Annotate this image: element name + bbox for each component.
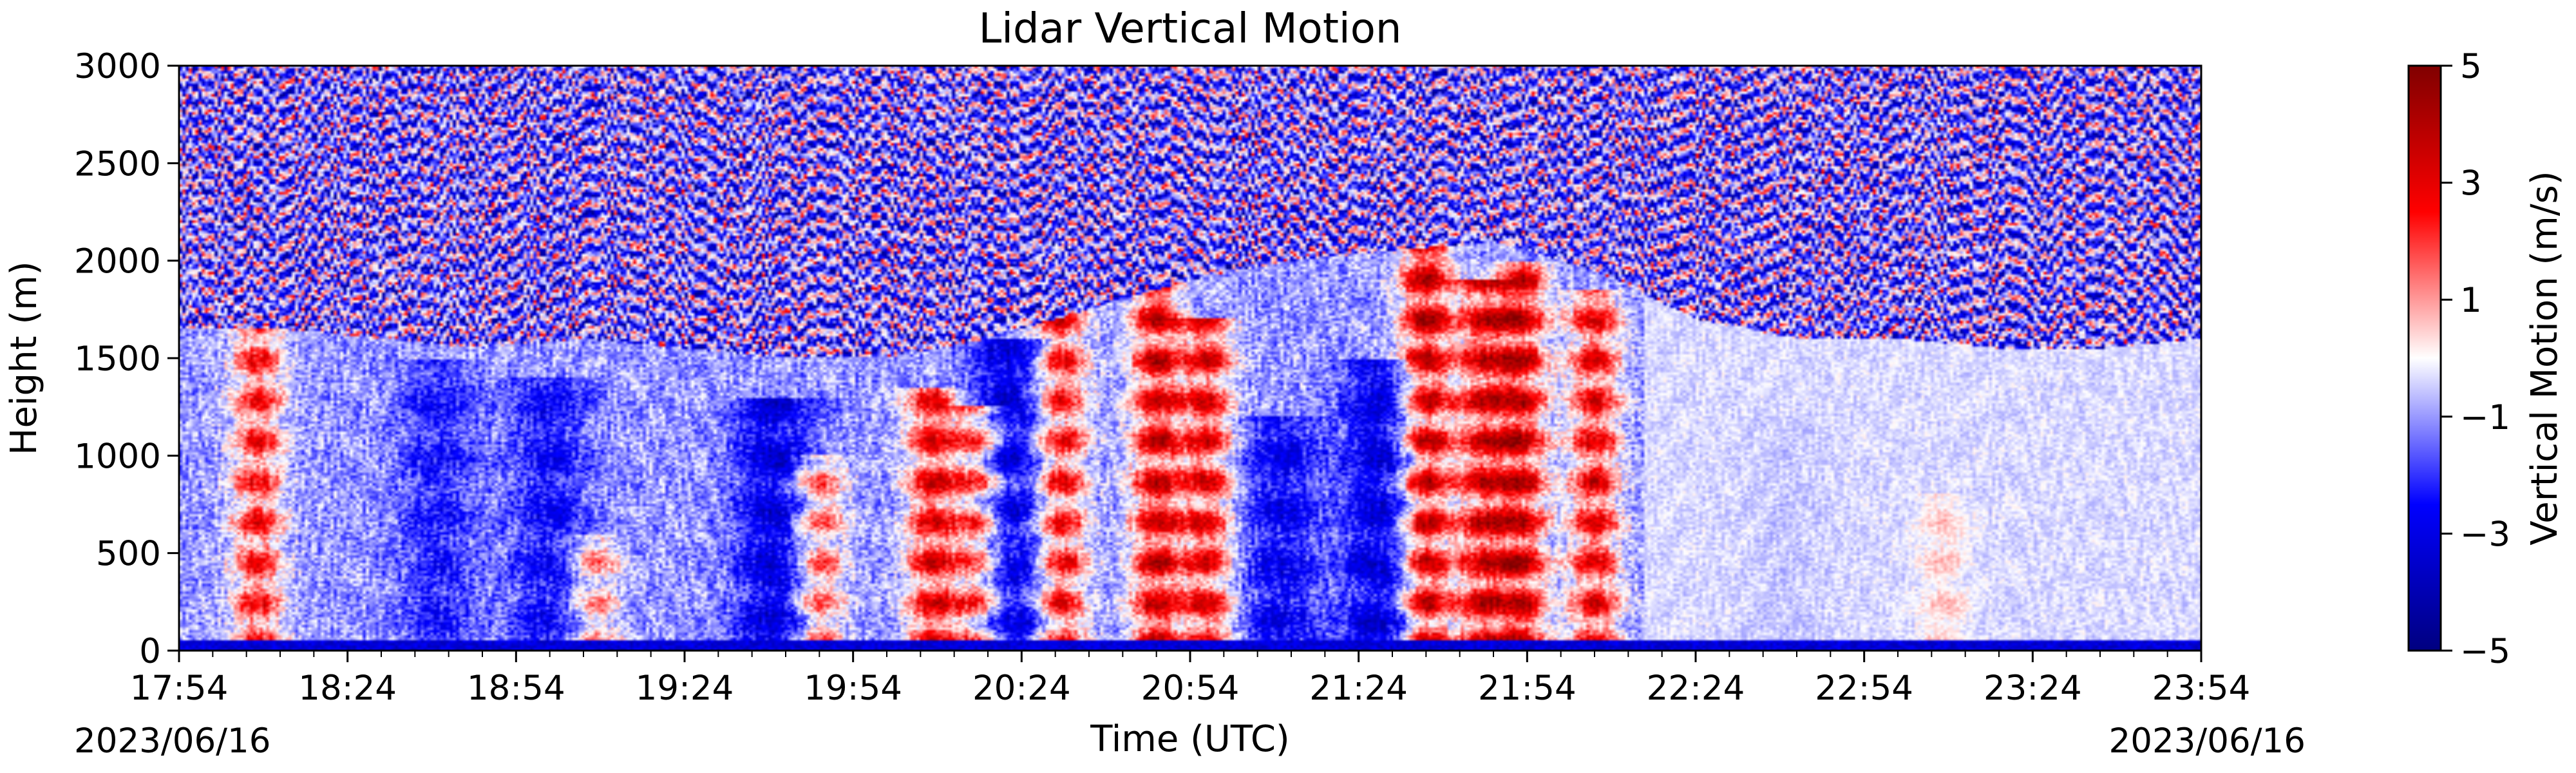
y-axis-label: Height (m) xyxy=(3,261,45,455)
x-tick-label: 21:54 xyxy=(1478,669,1577,708)
x-tick-label: 19:24 xyxy=(636,669,734,708)
x-axis-label: Time (UTC) xyxy=(1090,718,1290,760)
x-axis: 17:54 18:24 18:54 19:24 19:54 20:24 20:54 21:24… xyxy=(130,651,2251,708)
colorbar-tick-label: −1 xyxy=(2460,398,2510,437)
colorbar-tick-label: 3 xyxy=(2460,164,2482,204)
y-axis: 0 500 1000 1500 2000 2500 3000 xyxy=(74,47,179,671)
colorbar-tick-label: −3 xyxy=(2460,515,2510,554)
heatmap-area xyxy=(179,66,2201,651)
x-tick-label: 18:24 xyxy=(298,669,397,708)
colorbar-tick-label: 5 xyxy=(2460,47,2482,86)
y-tick-label: 3000 xyxy=(74,47,161,86)
x-tick-label: 22:54 xyxy=(1815,669,1913,708)
x-tick-label: 20:24 xyxy=(972,669,1071,708)
y-tick-label: 2000 xyxy=(74,242,161,282)
heatmap-image xyxy=(179,66,2201,651)
x-tick-label: 18:54 xyxy=(467,669,565,708)
colorbar-tick-label: −5 xyxy=(2460,632,2510,671)
colorbar xyxy=(2407,64,2442,652)
x-tick-label: 19:54 xyxy=(804,669,902,708)
x-tick-label: 21:24 xyxy=(1309,669,1408,708)
colorbar-tick-label: 1 xyxy=(2460,281,2482,320)
y-tick-label: 1500 xyxy=(74,339,161,379)
chart-title: Lidar Vertical Motion xyxy=(979,5,1402,53)
y-tick-label: 2500 xyxy=(74,144,161,184)
y-tick-label: 1000 xyxy=(74,437,161,476)
x-tick-label: 20:54 xyxy=(1141,669,1240,708)
date-end-label: 2023/06/16 xyxy=(2109,721,2306,761)
x-tick-label: 17:54 xyxy=(130,669,229,708)
colorbar-label: Vertical Motion (m/s) xyxy=(2524,171,2566,545)
date-start-label: 2023/06/16 xyxy=(74,721,270,761)
y-tick-label: 500 xyxy=(96,535,161,574)
x-tick-label: 23:24 xyxy=(1984,669,2082,708)
x-tick-label: 23:54 xyxy=(2152,669,2251,708)
colorbar-ticks: 5 3 1 −1 −3 −5 xyxy=(2441,47,2510,671)
x-tick-label: 22:24 xyxy=(1647,669,1745,708)
y-tick-label: 0 xyxy=(139,632,161,671)
